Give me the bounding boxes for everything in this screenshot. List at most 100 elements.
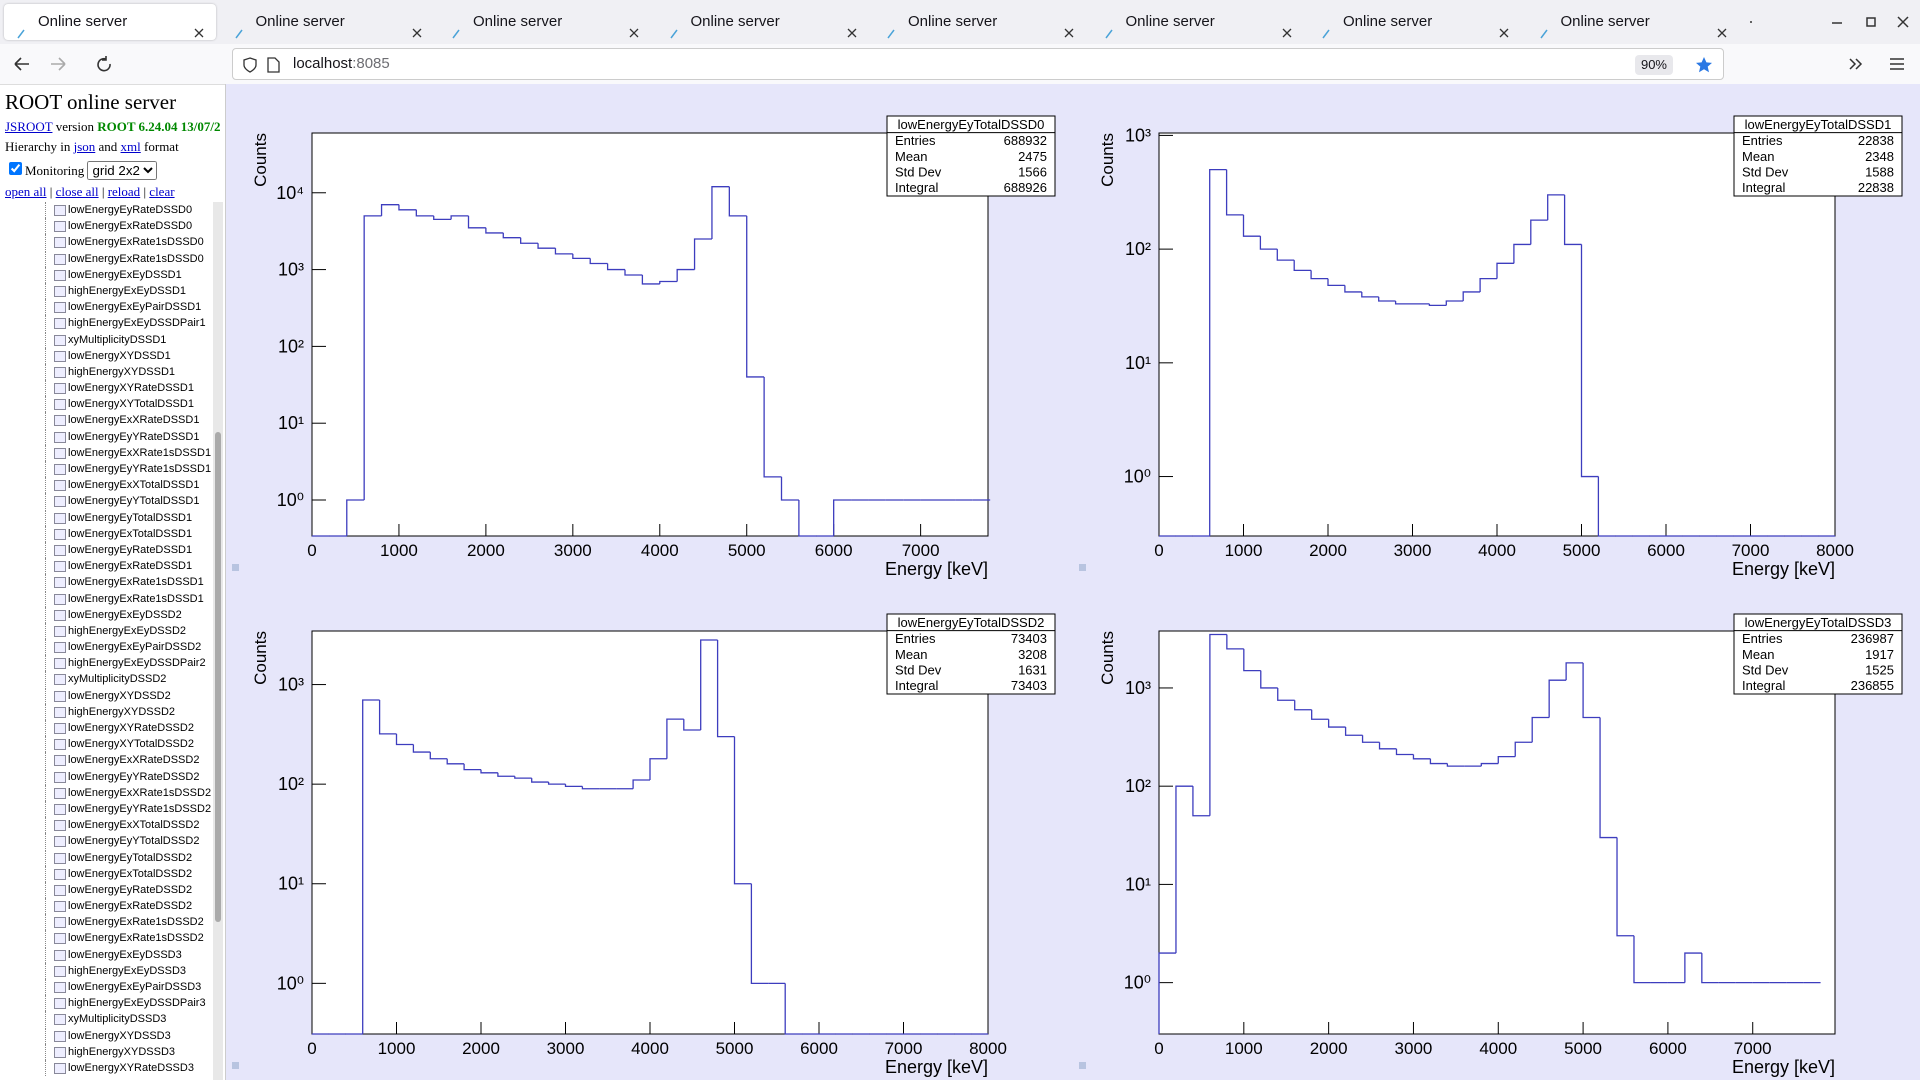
tree-item[interactable]: highEnergyExEyDSSD1 (0, 282, 210, 299)
tree-item[interactable]: lowEnergyExRate1sDSSD0 (0, 250, 210, 267)
tree-item[interactable]: lowEnergyEyYTotalDSSD1 (0, 493, 210, 510)
tab[interactable]: Online server (1309, 4, 1521, 40)
tree-item[interactable]: highEnergyExEyDSSDPair3 (0, 995, 210, 1012)
tree-item[interactable]: lowEnergyExEyPairDSSD2 (0, 639, 210, 656)
bookmark-star[interactable] (1695, 56, 1713, 74)
action-link[interactable]: close all (55, 184, 99, 199)
tree-item[interactable]: lowEnergyExTotalDSSD2 (0, 865, 210, 882)
tree-item[interactable]: lowEnergyExEyDSSD2 (0, 606, 210, 623)
tree-item[interactable]: lowEnergyExTotalDSSD1 (0, 525, 210, 542)
tab-close[interactable] (1064, 16, 1074, 52)
tree-item[interactable]: lowEnergyExXTotalDSSD2 (0, 817, 210, 834)
tree-item[interactable]: lowEnergyExRateDSSD1 (0, 558, 210, 575)
tab-close[interactable] (1717, 16, 1727, 52)
stats-value: 688932 (1004, 133, 1047, 148)
jsroot-link[interactable]: JSROOT (5, 119, 53, 134)
tree-item[interactable]: lowEnergyXYRateDSSD3 (0, 1059, 210, 1076)
tree-item[interactable]: xyMultiplicityDSSD1 (0, 331, 210, 348)
tree-item[interactable]: highEnergyXYDSSD3 (0, 1043, 210, 1060)
tree-item[interactable]: lowEnergyExRate1sDSSD1 (0, 574, 210, 591)
tree-item[interactable]: lowEnergyXYDSSD3 (0, 1027, 210, 1044)
tab-close[interactable] (1499, 16, 1509, 52)
url-bar[interactable]: localhost:8085 90% (232, 48, 1724, 80)
action-link[interactable]: open all (5, 184, 47, 199)
tree-item[interactable]: lowEnergyExXRate1sDSSD2 (0, 784, 211, 801)
tree-item[interactable]: xyMultiplicityDSSD2 (0, 671, 210, 688)
tree-item[interactable]: lowEnergyEyRateDSSD1 (0, 541, 210, 558)
histogram-bin (1395, 748, 1414, 756)
forward-button[interactable] (51, 57, 66, 71)
tree-item[interactable]: lowEnergyExRate1sDSSD2 (0, 914, 210, 931)
tree-item[interactable]: lowEnergyXYDSSD1 (0, 347, 210, 364)
tab[interactable]: Online server (657, 4, 869, 40)
tab-close[interactable] (1282, 16, 1292, 52)
tree-item[interactable]: lowEnergyExXRateDSSD2 (0, 752, 210, 769)
tab[interactable]: Online server (874, 4, 1086, 40)
tree-item[interactable]: lowEnergyEyYRateDSSD1 (0, 428, 210, 445)
tree-item[interactable]: lowEnergyXYTotalDSSD2 (0, 736, 210, 753)
tree-item[interactable]: lowEnergyExEyDSSD3 (0, 946, 210, 963)
tree-item[interactable]: lowEnergyExEyPairDSSD1 (0, 299, 210, 316)
tree-item[interactable]: lowEnergyEyTotalDSSD2 (0, 849, 210, 866)
tree-item[interactable]: lowEnergyExXRateDSSD1 (0, 412, 210, 429)
action-link[interactable]: reload (107, 184, 141, 199)
tree-item[interactable]: lowEnergyExXTotalDSSD1 (0, 477, 210, 494)
tree-item[interactable]: lowEnergyEyYRate1sDSSD1 (0, 461, 211, 477)
tree-item[interactable]: lowEnergyXYRateDSSD2 (0, 720, 210, 736)
tab[interactable]: Online server (439, 4, 651, 40)
tree-item[interactable]: lowEnergyExRate1sDSSD0 (0, 234, 210, 251)
app-menu[interactable] (1890, 58, 1904, 70)
tab[interactable]: Online server (1527, 4, 1739, 40)
tree-item[interactable]: lowEnergyEyTotalDSSD1 (0, 509, 210, 526)
tab[interactable]: Online server (1092, 4, 1304, 40)
tree-item[interactable]: highEnergyExEyDSSDPair2 (0, 655, 210, 672)
tree-item[interactable]: highEnergyXYDSSD1 (0, 363, 210, 380)
tree-item[interactable]: lowEnergyEyYRate1sDSSD2 (0, 800, 211, 817)
sidebar: ROOT online server JSROOT version ROOT 6… (0, 84, 226, 1080)
scrollbar[interactable] (213, 202, 223, 1080)
reload-button[interactable] (97, 56, 111, 72)
scrollbar-thumb[interactable] (215, 432, 221, 922)
tree-item[interactable]: highEnergyExEyDSSDPair1 (0, 315, 210, 332)
xml-link[interactable]: xml (120, 139, 141, 154)
tab-close[interactable] (629, 16, 639, 52)
tree-item[interactable]: lowEnergyExRate1sDSSD1 (0, 590, 210, 607)
close-window[interactable] (1897, 16, 1909, 28)
layout-select[interactable]: grid 2x2 (87, 161, 158, 180)
tab-close[interactable] (194, 16, 204, 52)
tree-item[interactable]: highEnergyExEyDSSD3 (0, 962, 210, 979)
tree-item[interactable]: lowEnergyExEyDSSD1 (0, 266, 210, 283)
tree-item[interactable]: highEnergyXYDSSD2 (0, 703, 210, 720)
tab-close[interactable] (847, 16, 857, 52)
histogram-bin (716, 640, 735, 738)
tree-item[interactable]: lowEnergyExEyPairDSSD3 (0, 979, 210, 995)
tab-close[interactable] (412, 16, 422, 52)
histogram-bin (1597, 476, 1616, 537)
back-button[interactable] (14, 57, 29, 71)
tree-item[interactable]: lowEnergyExRate1sDSSD2 (0, 930, 210, 947)
maximize[interactable] (1866, 17, 1876, 27)
tree-item[interactable]: lowEnergyEyRateDSSD2 (0, 881, 210, 898)
tree-item[interactable]: lowEnergyEyRateDSSD0 (0, 202, 210, 218)
tree-item[interactable]: lowEnergyXYTotalDSSD1 (0, 396, 210, 413)
tree-item[interactable]: lowEnergyEyYRateDSSD2 (0, 768, 210, 785)
tab[interactable]: Online server (222, 4, 434, 40)
tree-item[interactable]: lowEnergyEyYTotalDSSD2 (0, 833, 210, 850)
overflow-menu[interactable] (1849, 58, 1863, 70)
tree-item[interactable]: lowEnergyXYDSSD2 (0, 687, 210, 704)
tab[interactable]: Online server (4, 4, 216, 40)
tree-item[interactable]: xyMultiplicityDSSD3 (0, 1011, 210, 1028)
tree-item[interactable]: lowEnergyExRateDSSD2 (0, 898, 210, 915)
menu-buttons (1849, 58, 1904, 70)
action-link[interactable]: clear (149, 184, 175, 199)
tree-item[interactable]: lowEnergyXYRateDSSD1 (0, 380, 210, 397)
tree-item[interactable]: lowEnergyExXRate1sDSSD1 (0, 444, 211, 461)
tree-item[interactable]: lowEnergyExRateDSSD0 (0, 218, 210, 235)
zoom-level[interactable]: 90% (1634, 55, 1673, 75)
tree-item[interactable]: highEnergyExEyDSSD2 (0, 622, 210, 639)
json-link[interactable]: json (73, 139, 96, 154)
x-tick-label: 6000 (815, 541, 853, 560)
monitoring-checkbox[interactable] (9, 162, 22, 175)
histogram-bin (1378, 296, 1396, 302)
